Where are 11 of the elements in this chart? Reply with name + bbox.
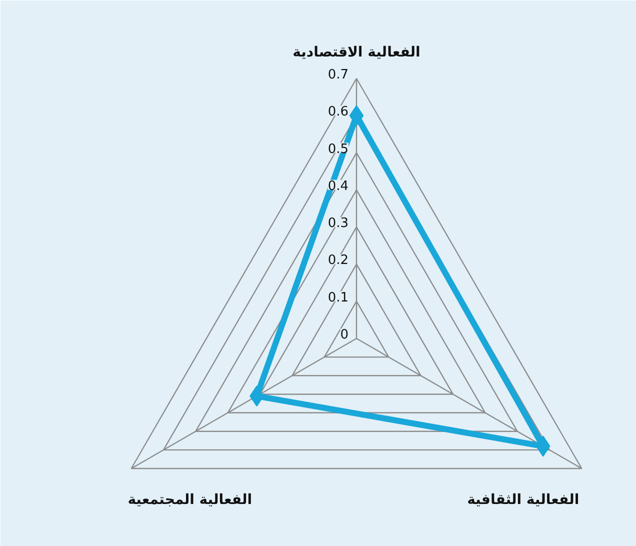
- y-tick-label: 0.1: [328, 290, 349, 306]
- y-tick-label: 0.2: [328, 253, 349, 268]
- y-tick-label: 0.5: [328, 142, 349, 157]
- y-tick-label: 0.7: [328, 68, 349, 82]
- spoke-label: الفعالية المجتمعية: [128, 492, 252, 508]
- y-tick-label: 0: [340, 328, 349, 342]
- y-tick-label: 0.6: [328, 104, 349, 120]
- y-tick-label: 0.3: [328, 216, 349, 232]
- spoke-label: الفعالية الثقافية: [467, 492, 580, 508]
- y-tick-label: 0.4: [328, 178, 349, 194]
- spoke-label: الفعالية الاقتصادية: [292, 44, 420, 60]
